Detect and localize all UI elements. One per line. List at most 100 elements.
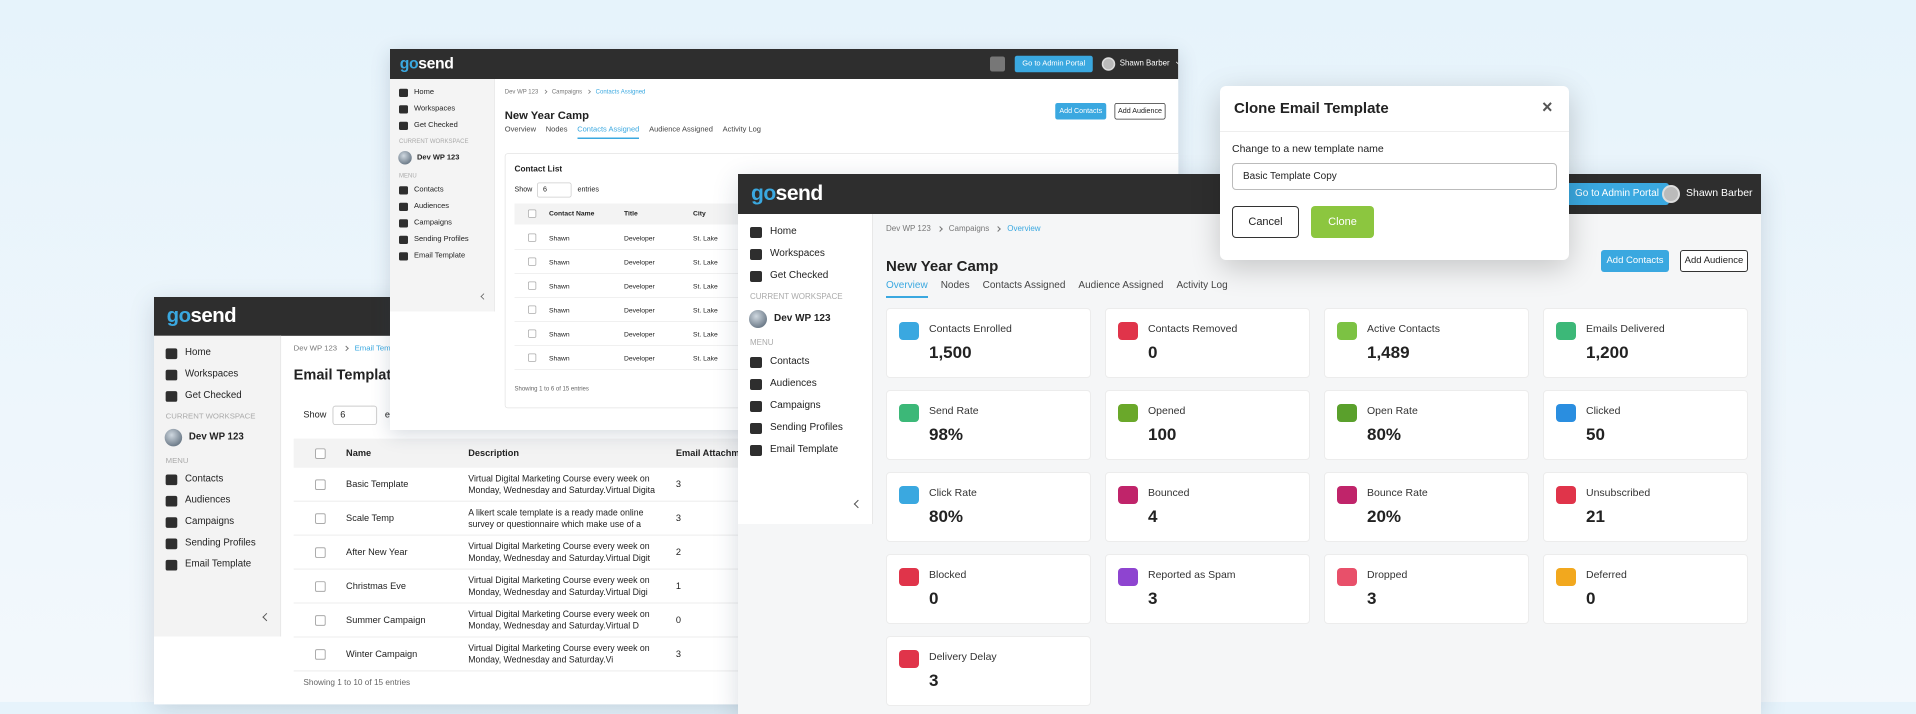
metric-icon <box>1556 568 1576 586</box>
row-checkbox[interactable] <box>315 615 326 626</box>
sidebar-item[interactable]: Get Checked <box>414 121 458 129</box>
tab[interactable]: Nodes <box>546 126 568 140</box>
add-audience-button[interactable]: Add Audience <box>1115 103 1166 120</box>
column-header[interactable]: City <box>693 210 706 218</box>
template-name-input[interactable]: Basic Template Copy <box>1232 163 1557 190</box>
collapse-button[interactable] <box>481 293 487 299</box>
tab[interactable]: Contacts Assigned <box>983 280 1066 298</box>
metric-value: 20% <box>1367 507 1401 527</box>
row-checkbox[interactable] <box>528 258 536 266</box>
table-cell: Shawn <box>549 330 570 338</box>
add-contacts-button[interactable]: Add Contacts <box>1601 250 1669 272</box>
sidebar-item[interactable]: Get Checked <box>770 270 828 281</box>
user-name[interactable]: Shawn Barber <box>1686 187 1753 199</box>
row-checkbox[interactable] <box>315 649 326 660</box>
template-description: Virtual Digital Marketing Course every w… <box>468 473 667 496</box>
search-button[interactable] <box>990 57 1005 72</box>
tab[interactable]: Activity Log <box>1177 280 1228 298</box>
breadcrumb-item[interactable]: Dev WP 123 <box>294 344 337 353</box>
sidebar-item[interactable]: Contacts <box>185 474 223 485</box>
sidebar-icon <box>399 122 408 130</box>
workspace-name[interactable]: Dev WP 123 <box>417 153 459 161</box>
sidebar-item[interactable]: Home <box>185 347 211 358</box>
user-name[interactable]: Shawn Barber <box>1120 59 1170 68</box>
breadcrumb-item[interactable]: Dev WP 123 <box>886 224 931 233</box>
add-contacts-button[interactable]: Add Contacts <box>1055 103 1106 120</box>
sidebar-item[interactable]: Contacts <box>770 356 809 367</box>
column-header[interactable]: Title <box>624 210 638 218</box>
tab[interactable]: Nodes <box>941 280 970 298</box>
page-size-select[interactable]: 6 <box>537 183 572 198</box>
column-header[interactable]: Name <box>346 448 371 459</box>
tab[interactable]: Overview <box>886 280 928 298</box>
row-checkbox[interactable] <box>315 513 326 524</box>
breadcrumb-separator <box>587 90 591 94</box>
breadcrumb-item[interactable]: Campaigns <box>552 88 582 95</box>
breadcrumb-separator <box>995 226 1001 232</box>
add-audience-button[interactable]: Add Audience <box>1680 250 1748 272</box>
collapse-button[interactable] <box>262 613 270 621</box>
sidebar-item[interactable]: Workspaces <box>770 248 825 259</box>
sidebar-item[interactable]: Email Template <box>185 559 251 570</box>
tab[interactable]: Audience Assigned <box>649 126 713 140</box>
breadcrumb-separator <box>343 346 348 351</box>
tab[interactable]: Overview <box>505 126 536 140</box>
sidebar-item[interactable]: Contacts <box>414 186 444 194</box>
sidebar-item[interactable]: Audiences <box>185 495 230 506</box>
workspace-name[interactable]: Dev WP 123 <box>774 313 831 324</box>
metric-icon <box>899 486 919 504</box>
workspace-name[interactable]: Dev WP 123 <box>189 432 244 443</box>
collapse-button[interactable] <box>854 500 862 508</box>
sidebar-item[interactable]: Sending Profiles <box>185 538 256 549</box>
admin-portal-button[interactable]: Go to Admin Portal <box>1015 56 1093 73</box>
admin-portal-button[interactable]: Go to Admin Portal <box>1565 183 1669 205</box>
metric-icon <box>1337 322 1357 340</box>
sidebar-item[interactable]: Audiences <box>414 202 449 210</box>
column-header[interactable]: Description <box>468 448 519 459</box>
clone-button[interactable]: Clone <box>1311 206 1374 238</box>
sidebar-item[interactable]: Campaigns <box>414 219 452 227</box>
page-size-select[interactable]: 6 <box>332 406 377 425</box>
row-checkbox[interactable] <box>315 448 326 459</box>
tab[interactable]: Activity Log <box>723 126 761 140</box>
tab[interactable]: Contacts Assigned <box>577 126 639 140</box>
sidebar-item[interactable]: Workspaces <box>414 105 455 113</box>
sidebar-item[interactable]: Audiences <box>770 378 817 389</box>
cancel-button[interactable]: Cancel <box>1232 206 1299 238</box>
metric-value: 1,489 <box>1367 343 1410 363</box>
row-checkbox[interactable] <box>528 306 536 314</box>
row-checkbox[interactable] <box>528 234 536 242</box>
sidebar-item[interactable]: Home <box>770 226 797 237</box>
breadcrumb-item[interactable]: Campaigns <box>949 224 989 233</box>
sidebar-item[interactable]: Home <box>414 88 434 96</box>
sidebar-item[interactable]: Campaigns <box>770 400 821 411</box>
row-checkbox[interactable] <box>528 282 536 290</box>
metric-label: Dropped <box>1367 569 1407 581</box>
breadcrumb-item[interactable]: Dev WP 123 <box>505 88 539 95</box>
sidebar-item[interactable]: Get Checked <box>185 390 242 401</box>
sidebar-item[interactable]: Sending Profiles <box>414 235 469 243</box>
row-checkbox[interactable] <box>528 210 536 218</box>
tab[interactable]: Audience Assigned <box>1078 280 1163 298</box>
sidebar-icon <box>166 348 178 359</box>
row-checkbox[interactable] <box>528 354 536 362</box>
row-checkbox[interactable] <box>315 547 326 558</box>
row-checkbox[interactable] <box>315 479 326 490</box>
close-button[interactable]: × <box>1542 98 1553 116</box>
sidebar-item[interactable]: Email Template <box>770 444 838 455</box>
sidebar-item[interactable]: Workspaces <box>185 369 238 380</box>
attachment-count: 3 <box>676 649 681 660</box>
sidebar-item[interactable]: Sending Profiles <box>770 422 843 433</box>
table-cell: Shawn <box>549 354 570 362</box>
column-header[interactable]: Contact Name <box>549 210 594 218</box>
row-checkbox[interactable] <box>528 330 536 338</box>
row-checkbox[interactable] <box>315 581 326 592</box>
sidebar-item[interactable]: Email Template <box>414 252 465 260</box>
sidebar-item[interactable]: Campaigns <box>185 516 234 527</box>
section-heading: CURRENT WORKSPACE <box>750 292 843 301</box>
